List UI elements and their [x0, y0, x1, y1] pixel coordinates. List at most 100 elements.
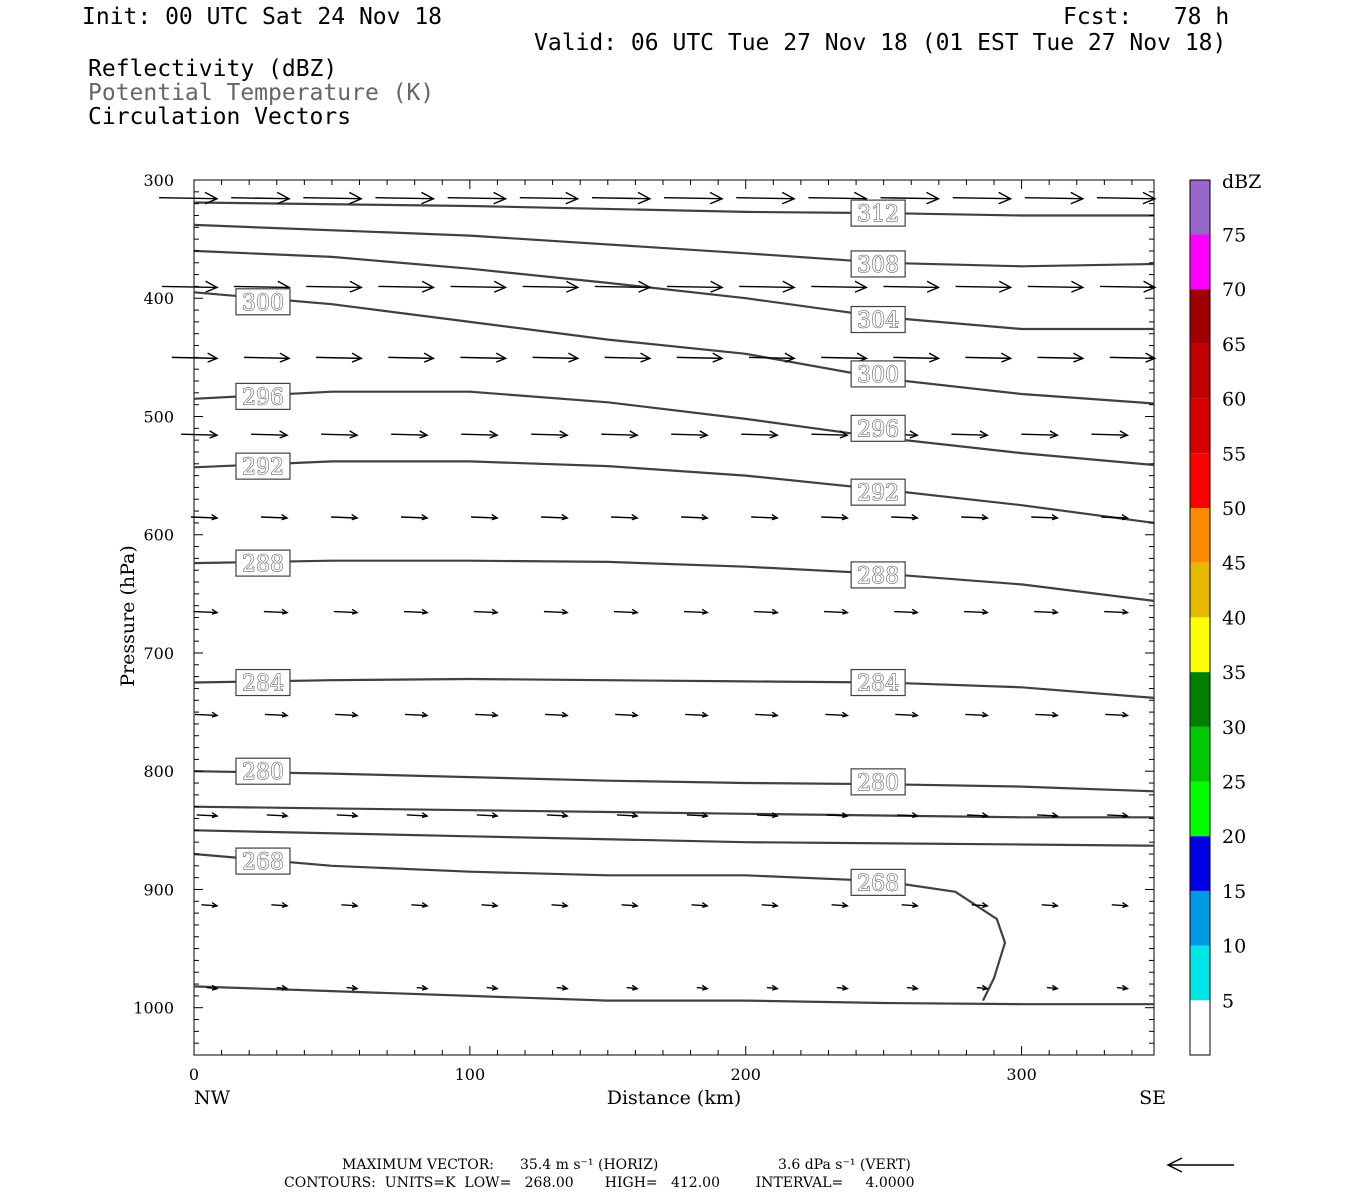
circulation-vector — [471, 513, 499, 521]
circulation-vector — [1037, 352, 1085, 363]
circulation-vector — [751, 513, 779, 521]
contour-label: 284 — [235, 668, 291, 697]
valid-time: Valid: 06 UTC Tue 27 Nov 18 (01 EST Tue … — [534, 30, 1227, 56]
contour-label-text: 288 — [242, 552, 284, 577]
circulation-vector — [831, 901, 849, 909]
x-axis-label: Distance (km) — [607, 1087, 742, 1109]
colorbar-segment — [1190, 398, 1210, 454]
colorbar-segment — [1190, 945, 1210, 1001]
contour-label-text: 284 — [857, 672, 899, 697]
colorbar-tick-label: 40 — [1222, 607, 1246, 629]
circulation-vector — [686, 812, 709, 819]
circulation-vector — [1101, 513, 1130, 521]
y-tick-label: 900 — [143, 880, 174, 899]
circulation-vector — [683, 608, 709, 615]
contour-label-text: 292 — [242, 455, 284, 480]
circulation-vector — [545, 711, 569, 718]
contour-label: 284 — [850, 668, 906, 697]
colorbar-tick-label: 5 — [1222, 990, 1234, 1012]
circulation-vector — [591, 191, 652, 205]
forecast-hour: Fcst: 78 h — [1063, 4, 1230, 30]
colorbar-tick-label: 70 — [1222, 279, 1246, 301]
max-vector-vert: 3.6 dPa s⁻¹ (VERT) — [778, 1157, 911, 1173]
dbz-colorbar: 5 10 15 20 25 30 35 40 45 50 55 60 65 70 75 dBZ — [1189, 171, 1261, 1056]
x-end-label-right: SE — [1139, 1087, 1166, 1109]
init-time: Init: 00 UTC Sat 24 Nov 18 — [82, 4, 443, 30]
contour-label: 300 — [850, 360, 906, 388]
circulation-vector — [961, 513, 989, 521]
circulation-vector — [303, 191, 363, 205]
theta-contour-312 — [193, 201, 1154, 217]
colorbar-segment — [1190, 234, 1210, 290]
circulation-vectors — [159, 191, 1157, 991]
colorbar-segment — [1190, 343, 1210, 399]
theta-contour-276 — [193, 805, 1154, 819]
circulation-vector — [481, 901, 499, 909]
circulation-vector — [260, 513, 289, 521]
circulation-vector — [685, 711, 709, 718]
contour-label: 304 — [850, 305, 906, 334]
circulation-vector — [895, 711, 919, 718]
field-potential-temperature: Potential Temperature (K) — [88, 80, 435, 106]
circulation-vector — [952, 191, 1013, 205]
circulation-vector — [316, 352, 363, 363]
colorbar-tick-label: 55 — [1222, 443, 1246, 465]
colorbar-segment — [1190, 617, 1210, 673]
theta-contour-296 — [193, 390, 1155, 467]
y-tick-label: 800 — [143, 762, 174, 781]
circulation-vector — [671, 430, 709, 439]
circulation-vector — [264, 711, 289, 718]
circulation-vector — [194, 711, 219, 718]
colorbar-segment — [1190, 836, 1210, 891]
circulation-vector — [335, 711, 359, 718]
contour-label: 296 — [235, 382, 291, 411]
circulation-vector — [201, 901, 219, 909]
circulation-vector — [955, 280, 1013, 293]
x-tick-label: 100 — [455, 1065, 486, 1084]
circulation-vector — [766, 984, 779, 991]
reference-vector — [1166, 1157, 1234, 1173]
circulation-vector — [543, 608, 569, 615]
contour-label-text: 308 — [857, 253, 899, 278]
circulation-vector — [594, 280, 652, 293]
colorbar-segment — [1190, 453, 1210, 508]
circulation-vector — [761, 901, 779, 909]
circulation-vector — [181, 430, 219, 439]
circulation-vector — [681, 513, 709, 521]
contour-label: 292 — [850, 478, 906, 507]
contour-label-text: 304 — [857, 309, 899, 334]
circulation-vector — [473, 608, 499, 615]
circulation-vector — [1027, 280, 1085, 293]
colorbar-tick-label: 45 — [1222, 553, 1246, 575]
circulation-vector — [754, 608, 779, 615]
circulation-vector — [826, 812, 849, 819]
circulation-vector — [901, 901, 919, 909]
contour-label-text: 268 — [857, 871, 899, 896]
circulation-vector — [522, 280, 580, 293]
circulation-vector — [739, 280, 796, 293]
circulation-vector — [825, 711, 849, 718]
circulation-vector — [1034, 608, 1060, 615]
circulation-vector — [461, 430, 499, 439]
circulation-vector — [1096, 191, 1157, 205]
colorbar-segment — [1190, 562, 1210, 618]
contour-label: 280 — [235, 757, 291, 786]
x-tick-label: 200 — [730, 1065, 761, 1084]
circulation-vector — [604, 352, 652, 363]
circulation-vector — [531, 430, 569, 439]
circulation-vector — [251, 430, 289, 439]
circulation-vector — [971, 901, 989, 909]
contour-label-text: 296 — [242, 385, 284, 410]
circulation-vector — [1105, 711, 1130, 718]
circulation-vector — [486, 984, 499, 991]
circulation-vector — [893, 352, 941, 363]
circulation-vector — [601, 430, 639, 439]
circulation-vector — [551, 901, 569, 909]
circulation-vector — [696, 984, 709, 991]
colorbar-tick-label: 75 — [1222, 225, 1246, 247]
circulation-vector — [1041, 901, 1060, 909]
circulation-vector — [676, 352, 724, 363]
x-end-label-left: NW — [194, 1087, 231, 1109]
circulation-vector — [400, 513, 429, 521]
